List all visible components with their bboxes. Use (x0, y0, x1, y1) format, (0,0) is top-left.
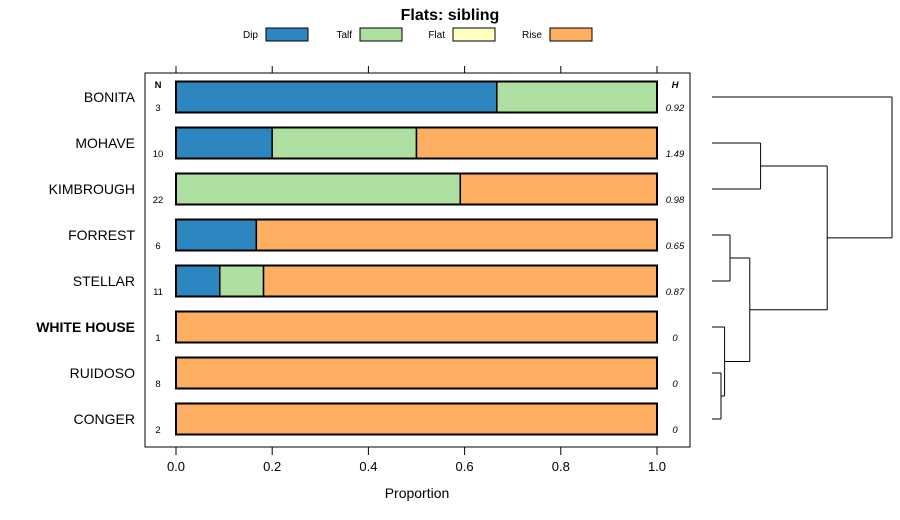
h-value-ruidoso: 0 (672, 379, 678, 390)
bar-outline-bonita (175, 80, 658, 114)
bar-forrest-dip (175, 218, 258, 252)
bar-mohave-rise (415, 126, 658, 160)
legend-label-flat: Flat (428, 30, 445, 41)
n-value-conger: 2 (155, 425, 160, 436)
bar-stellar-rise (262, 264, 658, 298)
bar-stellar-talf (219, 264, 265, 298)
bar-stellar-dip (175, 264, 221, 298)
x-tick-label-5: 1.0 (648, 459, 666, 474)
x-tick-label-2: 0.4 (359, 459, 377, 474)
bar-white-house-rise (175, 310, 658, 344)
row-label-bonita: BONITA (84, 89, 136, 105)
x-tick-label-0: 0.0 (167, 459, 185, 474)
bar-outline-stellar (175, 264, 658, 298)
n-value-white-house: 1 (155, 333, 160, 344)
h-header: H (672, 80, 680, 91)
legend-label-dip: Dip (243, 30, 258, 41)
row-label-ruidoso: RUIDOSO (70, 365, 135, 381)
n-value-ruidoso: 8 (155, 379, 160, 390)
row-label-kimbrough: KIMBROUGH (49, 181, 135, 197)
n-value-stellar: 11 (153, 287, 163, 298)
legend-swatch-dip (265, 27, 309, 42)
n-value-mohave: 10 (153, 149, 164, 160)
bar-outline-ruidoso (175, 356, 658, 390)
bar-outline-white-house (175, 310, 658, 344)
bar-mohave-talf (271, 126, 418, 160)
top-axis (175, 66, 658, 73)
x-tick-label-1: 0.2 (263, 459, 281, 474)
x-tick-label-4: 0.8 (552, 459, 570, 474)
bar-outline-mohave (175, 126, 658, 160)
bar-bonita-dip (175, 80, 498, 114)
row-label-stellar: STELLAR (73, 273, 135, 289)
bar-conger-rise (175, 402, 658, 436)
bar-mohave-dip (175, 126, 273, 160)
n-header: N (155, 80, 162, 91)
legend: Dip Talf Flat Rise (243, 27, 593, 42)
h-value-conger: 0 (672, 425, 678, 436)
row-label-conger: CONGER (74, 411, 135, 427)
n-value-forrest: 6 (155, 241, 160, 252)
bar-ruidoso-rise (175, 356, 658, 390)
h-value-forrest: 0.65 (666, 241, 685, 252)
legend-label-talf: Talf (336, 30, 352, 41)
bar-kimbrough-talf (175, 172, 462, 206)
row-label-forrest: FORREST (68, 227, 135, 243)
chart-title: Flats: sibling (401, 7, 500, 24)
h-value-stellar: 0.87 (666, 287, 685, 298)
bars (175, 80, 658, 436)
dendrogram (712, 96, 893, 420)
bar-outline-kimbrough (175, 172, 658, 206)
x-axis: 0.0 0.2 0.4 0.6 0.8 1.0 (167, 447, 666, 474)
h-value-mohave: 1.49 (666, 149, 685, 160)
bar-outline-conger (175, 402, 658, 436)
row-label-mohave: MOHAVE (75, 135, 135, 151)
bar-forrest-rise (255, 218, 658, 252)
legend-swatch-rise (549, 27, 593, 42)
n-value-bonita: 3 (155, 103, 160, 114)
n-value-kimbrough: 22 (153, 195, 164, 206)
h-value-bonita: 0.92 (666, 103, 685, 114)
legend-swatch-flat (452, 27, 496, 42)
x-axis-label: Proportion (385, 485, 450, 501)
h-value-kimbrough: 0.98 (666, 195, 685, 206)
legend-label-rise: Rise (522, 30, 542, 41)
plot-frame (144, 72, 691, 448)
bar-kimbrough-rise (459, 172, 658, 206)
bar-bonita-talf (496, 80, 658, 114)
legend-swatch-talf (359, 27, 403, 42)
h-value-white-house: 0 (672, 333, 678, 344)
x-tick-label-3: 0.6 (456, 459, 474, 474)
row-label-white-house: WHITE HOUSE (36, 319, 135, 335)
bar-outline-forrest (175, 218, 658, 252)
